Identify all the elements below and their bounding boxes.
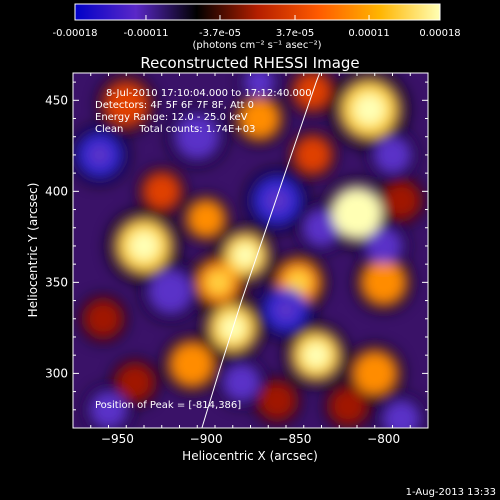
heatmap-blob: [245, 73, 274, 97]
heatmap-blob-core: [264, 187, 290, 214]
y-axis-ticks: 300 350 400 450: [45, 81, 428, 429]
y-tick-label: 300: [45, 366, 68, 380]
x-axis-ticks: −950 −900 −850 −800: [72, 73, 429, 446]
heatmap-blob: [223, 364, 260, 401]
heatmap-blob: [259, 382, 295, 419]
heatmap-blob: [303, 209, 340, 246]
colorbar-unit: (photons cm⁻² s⁻¹ asec⁻²): [192, 40, 321, 51]
heatmap-blob: [383, 401, 420, 428]
annotation-clean: Clean Total counts: 1.74E+03: [95, 124, 255, 135]
heatmap-blob: [330, 388, 366, 424]
heatmap-blob: [239, 98, 279, 139]
x-tick-label: −950: [101, 432, 134, 446]
heatmap-blob-core: [233, 243, 257, 267]
x-axis-label: Heliocentric X (arcsec): [182, 449, 318, 463]
heatmap-blob: [170, 342, 214, 386]
heatmap-blob: [294, 137, 331, 173]
heatmap-blob: [362, 261, 405, 304]
annotation-time: 8-Jul-2010 17:10:04.000 to 17:12:40.000: [106, 88, 312, 99]
heatmap-blob-core: [274, 297, 298, 322]
colorbar-tick-label: 3.7e-05: [276, 28, 314, 39]
y-axis-label: Heliocentric Y (arcsec): [26, 183, 40, 318]
colorbar-gradient: [74, 3, 441, 21]
colorbar-tick-label: 0.00011: [348, 28, 389, 39]
heatmap-blob: [175, 115, 219, 159]
limb-curve: [201, 73, 321, 428]
heatmap-blob-core: [87, 143, 112, 167]
y-tick-label: 450: [45, 93, 68, 107]
x-tick-label: −850: [278, 432, 311, 446]
heatmap-blob: [90, 392, 127, 428]
x-tick-label: −900: [190, 432, 223, 446]
x-tick-label: −800: [367, 432, 400, 446]
heatmap-blob-core: [303, 342, 329, 368]
heatmap-blob-core: [206, 270, 231, 295]
heatmap-blob: [144, 173, 180, 210]
colorbar-tick-label: -0.00018: [53, 28, 98, 39]
colorbar-ticks: -0.00018 -0.00011 -3.7e-05 3.7e-05 0.00011 0.…: [53, 15, 461, 39]
heatmap-blob: [104, 82, 148, 126]
heatmap-blob: [383, 182, 420, 219]
timestamp: 1-Aug-2013 13:33: [405, 487, 496, 498]
annotation-detectors: Detectors: 4F 5F 6F 7F 8F, Att 0: [95, 100, 254, 111]
heatmap-blob-core: [353, 93, 386, 126]
heatmap-blob: [117, 364, 153, 401]
plot-area: −950 −900 −850 −800 300 350 400 450: [45, 72, 429, 446]
colorbar: -0.00018 -0.00011 -3.7e-05 3.7e-05 0.00011 0.…: [53, 3, 461, 51]
heatmap-blob: [149, 270, 192, 313]
colorbar-tick-label: -3.7e-05: [199, 28, 241, 39]
heatmap-blob: [365, 228, 402, 264]
heatmap-blob: [188, 200, 224, 237]
heatmap-blob: [374, 137, 411, 173]
heatmap-blob-core: [129, 231, 159, 261]
heatmap-blob: [85, 301, 121, 337]
heatmap-blob: [353, 352, 397, 395]
y-tick-label: 350: [45, 275, 68, 289]
colorbar-tick-label: -0.00011: [123, 28, 168, 39]
chart-title: Reconstructed RHESSI Image: [140, 54, 359, 72]
colorbar-tick-label: 0.00018: [419, 28, 460, 39]
peak-label: Position of Peak = [-814,386]: [95, 400, 241, 411]
heatmap-blob-core: [286, 270, 311, 295]
heatmap-blob-core: [343, 199, 371, 227]
y-tick-label: 400: [45, 184, 68, 198]
annotation-energy: Energy Range: 12.0 - 25.0 keV: [95, 112, 248, 123]
